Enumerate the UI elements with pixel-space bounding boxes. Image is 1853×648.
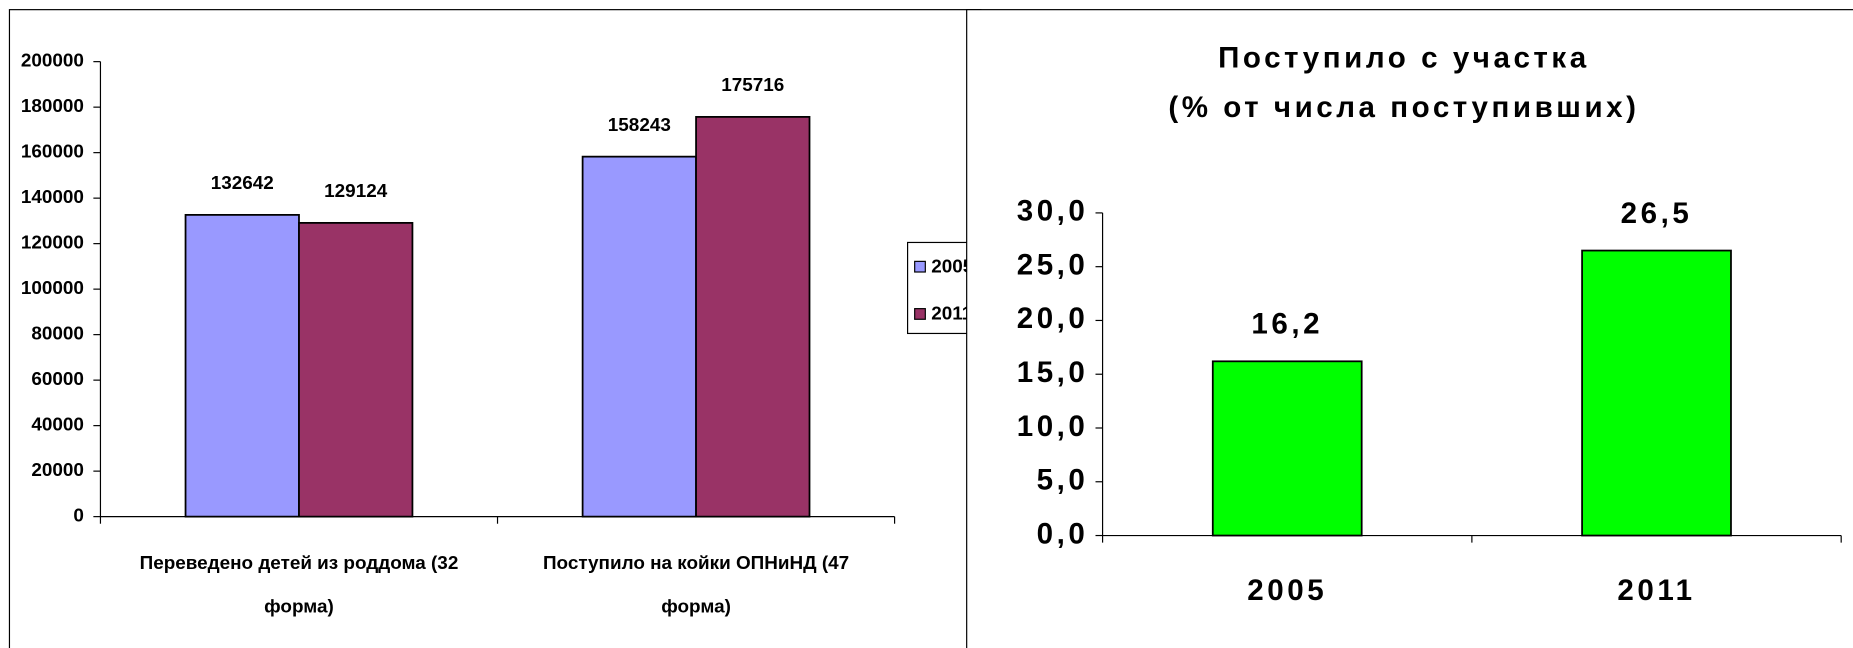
y-tick-label: 5,0 bbox=[1037, 464, 1089, 497]
y-tick-label: 20000 bbox=[31, 460, 84, 481]
y-tick-label: 20,0 bbox=[1017, 302, 1089, 335]
y-tick-label: 120000 bbox=[21, 233, 84, 254]
bar bbox=[581, 155, 697, 518]
y-tick-label: 0,0 bbox=[1037, 517, 1089, 550]
y-tick-label: 180000 bbox=[21, 96, 84, 117]
chart-title: Поступило с участка (% от числа поступивш… bbox=[1168, 41, 1639, 124]
y-tick-label: 0 bbox=[73, 506, 84, 527]
x-tick-label: 2011 bbox=[1617, 574, 1695, 607]
value-label: 16,2 bbox=[1251, 308, 1323, 341]
x-tick-label: 2005 bbox=[1247, 574, 1327, 607]
y-tick-label: 200000 bbox=[21, 51, 84, 72]
bar bbox=[1581, 249, 1732, 537]
y-tick-label: 100000 bbox=[21, 278, 84, 299]
bar bbox=[298, 221, 414, 518]
value-label: 26,5 bbox=[1621, 197, 1693, 230]
y-tick-label: 160000 bbox=[21, 142, 84, 163]
y-tick-label: 40000 bbox=[31, 415, 84, 436]
left-chart: 0 20000 40000 60000 80000 100000 120000 140000 1… bbox=[8, 9, 1003, 648]
bar bbox=[184, 213, 300, 518]
y-tick-label: 140000 bbox=[21, 187, 84, 208]
y-tick-label: 10,0 bbox=[1017, 410, 1089, 443]
value-label: 175716 bbox=[721, 75, 784, 96]
value-label: 132642 bbox=[211, 173, 274, 194]
y-tick-label: 60000 bbox=[31, 369, 84, 390]
y-tick-label: 80000 bbox=[31, 324, 84, 345]
legend-label: 2005 bbox=[931, 256, 973, 277]
right-chart: 0,0 5,0 10,0 15,0 20,0 25,0 30,0 2005 16,2 2011 26… bbox=[966, 9, 1853, 648]
legend-label: 2011 bbox=[931, 304, 972, 325]
y-tick-label: 25,0 bbox=[1017, 248, 1089, 281]
bar bbox=[1211, 360, 1363, 537]
bar bbox=[695, 116, 811, 518]
legend-swatch bbox=[914, 308, 926, 320]
value-label: 129124 bbox=[324, 181, 388, 202]
y-tick-label: 15,0 bbox=[1017, 356, 1089, 389]
x-tick-label: Поступило на койки ОПНиНД (47 форма) bbox=[543, 553, 849, 618]
y-tick-label: 30,0 bbox=[1017, 195, 1089, 228]
legend-swatch bbox=[914, 260, 926, 273]
left-panel bbox=[8, 9, 982, 648]
value-label: 158243 bbox=[608, 115, 671, 136]
x-tick-label: Переведено детей из роддома (32 форма) bbox=[140, 553, 459, 618]
